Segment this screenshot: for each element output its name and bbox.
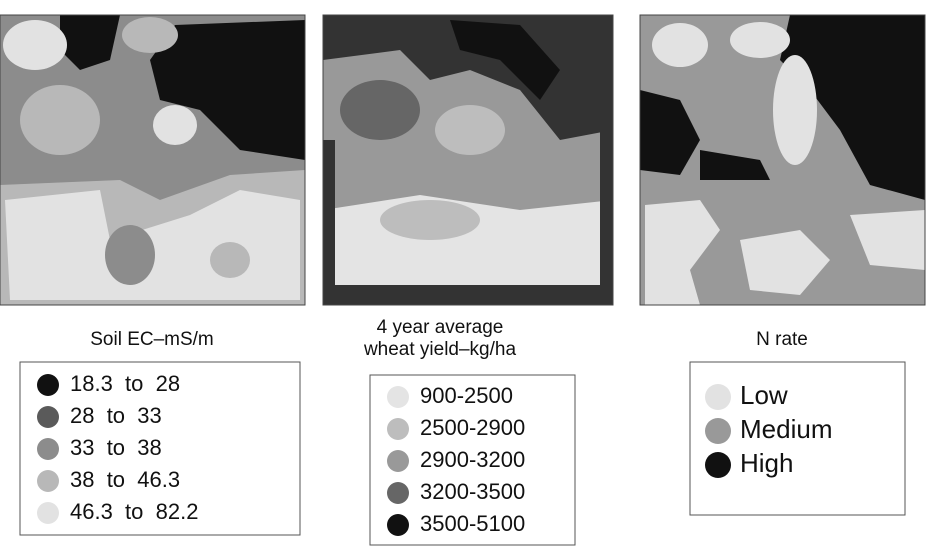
wheat-yield-map — [323, 15, 613, 305]
panel-texts: Soil EC–mS/m 18.3 to 28 28 to 33 33 to 38 38… — [20, 317, 905, 545]
panel-title: wheat yield–kg/ha — [363, 339, 517, 360]
legend-swatch — [37, 438, 59, 460]
legend-label: 33 to 38 — [70, 435, 162, 460]
legend-swatch — [37, 502, 59, 524]
legend-swatch — [705, 452, 731, 478]
legend-label: Low — [740, 380, 788, 410]
legend-swatch — [705, 418, 731, 444]
panel-title: N rate — [756, 329, 808, 350]
legend-label: 3200-3500 — [420, 479, 525, 504]
soil-ec-map — [0, 15, 305, 305]
legend-label: 46.3 to 82.2 — [70, 499, 198, 524]
legend-swatch — [387, 386, 409, 408]
panel-title: Soil EC–mS/m — [90, 329, 214, 350]
legend-label: High — [740, 448, 793, 478]
legend-swatch — [37, 470, 59, 492]
panel-title: 4 year average — [377, 317, 504, 338]
legend-swatch — [387, 514, 409, 536]
legend-swatch — [387, 450, 409, 472]
legend-label: 900-2500 — [420, 383, 513, 408]
n-rate-map — [640, 15, 925, 305]
legend-swatch — [705, 384, 731, 410]
legend-swatch — [37, 406, 59, 428]
legend-swatch — [37, 374, 59, 396]
legend-swatch — [387, 418, 409, 440]
legend-label: 3500-5100 — [420, 511, 525, 536]
figure: Soil EC–mS/m 18.3 to 28 28 to 33 33 to 38 38… — [0, 0, 933, 548]
legend-label: Medium — [740, 414, 832, 444]
legend-label: 18.3 to 28 — [70, 371, 180, 396]
legend-label: 2500-2900 — [420, 415, 525, 440]
legend-label: 2900-3200 — [420, 447, 525, 472]
legend-label: 28 to 33 — [70, 403, 162, 428]
legend-label: 38 to 46.3 — [70, 467, 180, 492]
legend-swatch — [387, 482, 409, 504]
